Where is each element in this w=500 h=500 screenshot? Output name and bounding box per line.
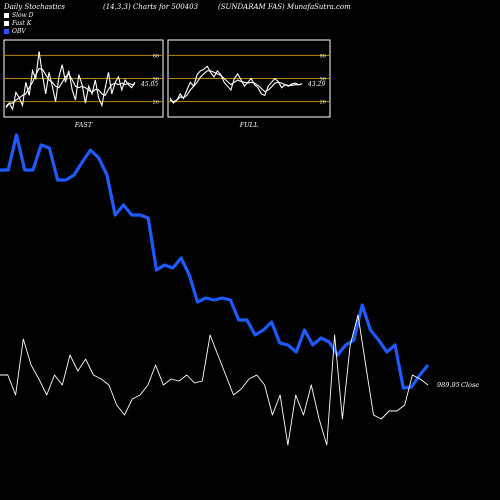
fast-tick-20: 20 [153, 100, 159, 106]
price-line [0, 314, 429, 446]
legend-label-obv: OBV [12, 28, 26, 35]
legend-label-fast-k: Fast K [12, 20, 32, 27]
full-tick-20: 20 [320, 100, 326, 106]
obv-line [0, 133, 430, 390]
legend-swatch-obv [4, 29, 9, 34]
fast-title: FAST [74, 121, 93, 129]
chart-params-title: (14,3,3) Charts for 500403 [103, 3, 199, 11]
full-tick-80: 80 [320, 53, 326, 59]
full-line-1 [169, 70, 303, 103]
full-line-0 [169, 65, 303, 104]
fast-line-1 [5, 67, 136, 107]
fast-tick-50: 50 [153, 77, 159, 83]
legend-label-slow-d: Slow D [12, 12, 34, 19]
price-close-suffix: Close [461, 381, 479, 389]
fast-tick-80: 80 [153, 53, 159, 59]
fast-last-value: 45.05 [140, 81, 158, 88]
chart-type-title: Daily Stochastics [4, 3, 66, 11]
full-last-value: 43.29 [307, 81, 325, 88]
obv-series [0, 133, 430, 390]
chart-source-title: (SUNDARAM FAS) MunafaSutra.com [218, 3, 351, 11]
legend-swatch-fast-k [4, 21, 9, 26]
price-series: 989.95 Close [0, 314, 479, 446]
full-stochastic-panel: 80 50 20 43.29 FULL [167, 39, 331, 129]
full-tick-50: 50 [320, 77, 326, 83]
legend-swatch-slow-d [4, 13, 9, 18]
full-title: FULL [239, 121, 259, 129]
fast-line-0 [5, 51, 136, 111]
fast-stochastic-panel: 80 50 20 45.05 FAST [3, 39, 164, 129]
price-last-value: 989.95 [437, 381, 460, 389]
